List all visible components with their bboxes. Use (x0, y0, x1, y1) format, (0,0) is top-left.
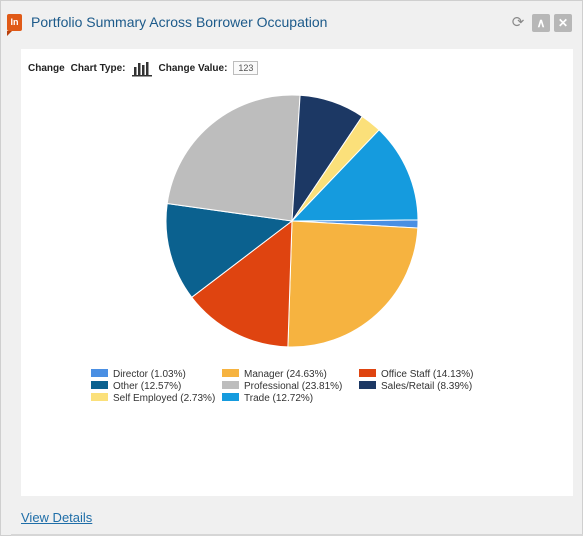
bottom-divider (11, 534, 583, 536)
bar-chart-icon[interactable] (131, 60, 153, 77)
pie-slice-professional[interactable] (166, 94, 301, 222)
legend-swatch (91, 381, 108, 390)
legend-item-professional[interactable]: Professional (23.81%) (222, 381, 342, 393)
legend-label: Professional (23.81%) (244, 381, 343, 392)
legend-label: Self Employed (2.73%) (113, 393, 216, 404)
legend-item-manager[interactable]: Manager (24.63%) (222, 369, 327, 381)
legend-label: Other (12.57%) (113, 381, 182, 392)
change-value-button[interactable]: 123 (233, 61, 259, 75)
legend-label: Manager (24.63%) (244, 369, 327, 380)
legend-swatch (91, 369, 108, 378)
pie-chart (165, 94, 419, 348)
legend-item-sales-retail[interactable]: Sales/Retail (8.39%) (359, 381, 472, 393)
legend-item-trade[interactable]: Trade (12.72%) (222, 393, 313, 405)
refresh-icon[interactable]: ⟳ (511, 14, 525, 31)
pie-slice-other[interactable] (165, 202, 294, 299)
chevron-up-icon[interactable]: ∧ (532, 14, 550, 32)
chart-toolbar: Change Chart Type: Change Value: 123 (28, 59, 259, 77)
view-details-link[interactable]: View Details (21, 510, 93, 525)
change-value-label: Change Value: (158, 62, 228, 74)
widget-title: Portfolio Summary Across Borrower Occupa… (31, 14, 328, 30)
legend-swatch (222, 381, 239, 390)
legend-item-director[interactable]: Director (1.03%) (91, 369, 186, 381)
legend-item-self-employed[interactable]: Self Employed (2.73%) (91, 393, 215, 405)
legend-label: Office Staff (14.13%) (381, 369, 474, 380)
pie-slice-office-staff[interactable] (191, 219, 293, 348)
legend-swatch (91, 393, 108, 402)
legend-label: Trade (12.72%) (244, 393, 314, 404)
change-label: Change (28, 62, 65, 74)
pie-slice-manager[interactable] (287, 220, 419, 348)
legend-item-office-staff[interactable]: Office Staff (14.13%) (359, 369, 473, 381)
legend-swatch (222, 393, 239, 402)
legend-swatch (222, 369, 239, 378)
legend-swatch (359, 381, 376, 390)
close-icon[interactable]: ✕ (554, 14, 572, 32)
legend-item-other[interactable]: Other (12.57%) (91, 381, 181, 393)
legend-label: Director (1.03%) (113, 369, 186, 380)
chart-type-label: Chart Type: (70, 62, 126, 74)
pie-slice-trade[interactable] (290, 129, 419, 222)
chart-panel: Change Chart Type: Change Value: 123 Dir… (21, 49, 573, 496)
widget-badge: In (7, 14, 22, 36)
legend-label: Sales/Retail (8.39%) (381, 381, 473, 392)
legend-swatch (359, 369, 376, 378)
